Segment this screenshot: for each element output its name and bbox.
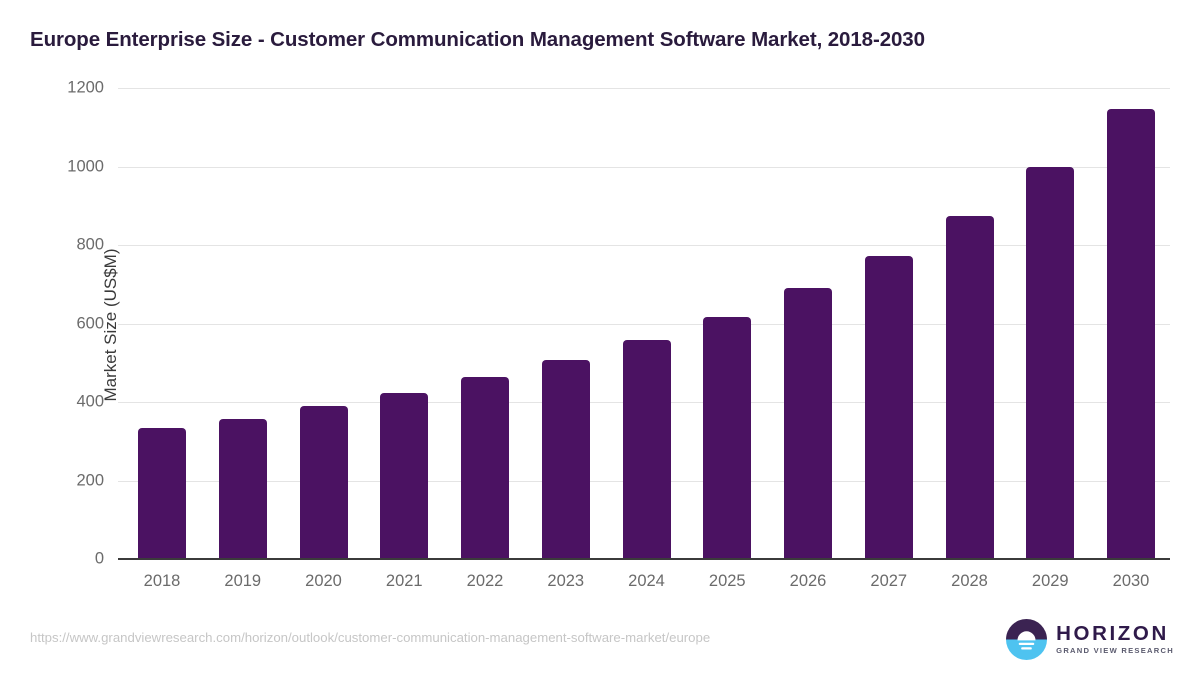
x-axis-tick-label: 2025: [708, 572, 746, 590]
bar[interactable]: [945, 215, 994, 559]
logo-tagline: GRAND VIEW RESEARCH: [1056, 646, 1174, 656]
x-axis-tick-label: 2019: [224, 572, 262, 590]
bar[interactable]: [784, 288, 832, 559]
gridline: [118, 166, 1170, 168]
bar[interactable]: [380, 392, 429, 559]
y-axis-title: Market Size (US$M): [101, 248, 120, 402]
bar[interactable]: [299, 406, 348, 559]
x-axis-line: [118, 558, 1170, 560]
gridline: [118, 323, 1170, 325]
bar[interactable]: [1026, 166, 1075, 559]
x-axis-tick-label: 2027: [870, 572, 908, 590]
x-axis-tick-label: 2024: [628, 572, 665, 590]
logo-wordmark: HORIZON: [1056, 621, 1169, 645]
bar[interactable]: [218, 419, 267, 559]
x-axis-tick-label: 2026: [789, 572, 827, 590]
plot-area: Market Size (US$M): [101, 88, 1170, 559]
bar[interactable]: [864, 256, 913, 559]
y-axis-tick-label: 0: [94, 549, 104, 568]
bar[interactable]: [703, 317, 752, 559]
bar[interactable]: [461, 377, 509, 559]
horizon-logo-icon: [1006, 619, 1048, 660]
page-title: Europe Enterprise Size - Customer Commun…: [30, 28, 925, 51]
x-axis-tick-label: 2029: [1031, 572, 1069, 590]
x-axis-tick-label: 2028: [951, 572, 988, 590]
y-axis-tick-label: 1200: [67, 78, 104, 97]
x-axis-tick-label: 2023: [547, 572, 585, 590]
y-axis-tick-label: 600: [76, 314, 104, 332]
y-axis-tick-label: 200: [76, 471, 104, 489]
x-axis-tick-label: 2018: [143, 572, 181, 590]
bar[interactable]: [541, 359, 590, 559]
source-url[interactable]: https://www.grandviewresearch.com/horizo…: [30, 630, 711, 645]
bar[interactable]: [622, 340, 671, 559]
y-axis-tick-label: 800: [76, 235, 104, 254]
bar[interactable]: [1107, 108, 1155, 559]
horizon-logo-text: HORIZON GRAND VIEW RESEARCH: [1056, 621, 1174, 656]
horizon-logo[interactable]: HORIZON GRAND VIEW RESEARCH: [1006, 619, 1174, 660]
x-axis-tick-label: 2030: [1112, 572, 1150, 590]
x-axis-tick-label: 2022: [466, 572, 504, 590]
y-axis-tick-label: 1000: [67, 157, 104, 175]
gridline: [118, 88, 1170, 89]
x-axis-tick-label: 2021: [385, 572, 423, 590]
bar[interactable]: [138, 428, 186, 559]
y-axis-tick-label: 400: [76, 392, 104, 411]
x-axis-tick-label: 2020: [305, 572, 342, 590]
gridline: [118, 245, 1170, 246]
